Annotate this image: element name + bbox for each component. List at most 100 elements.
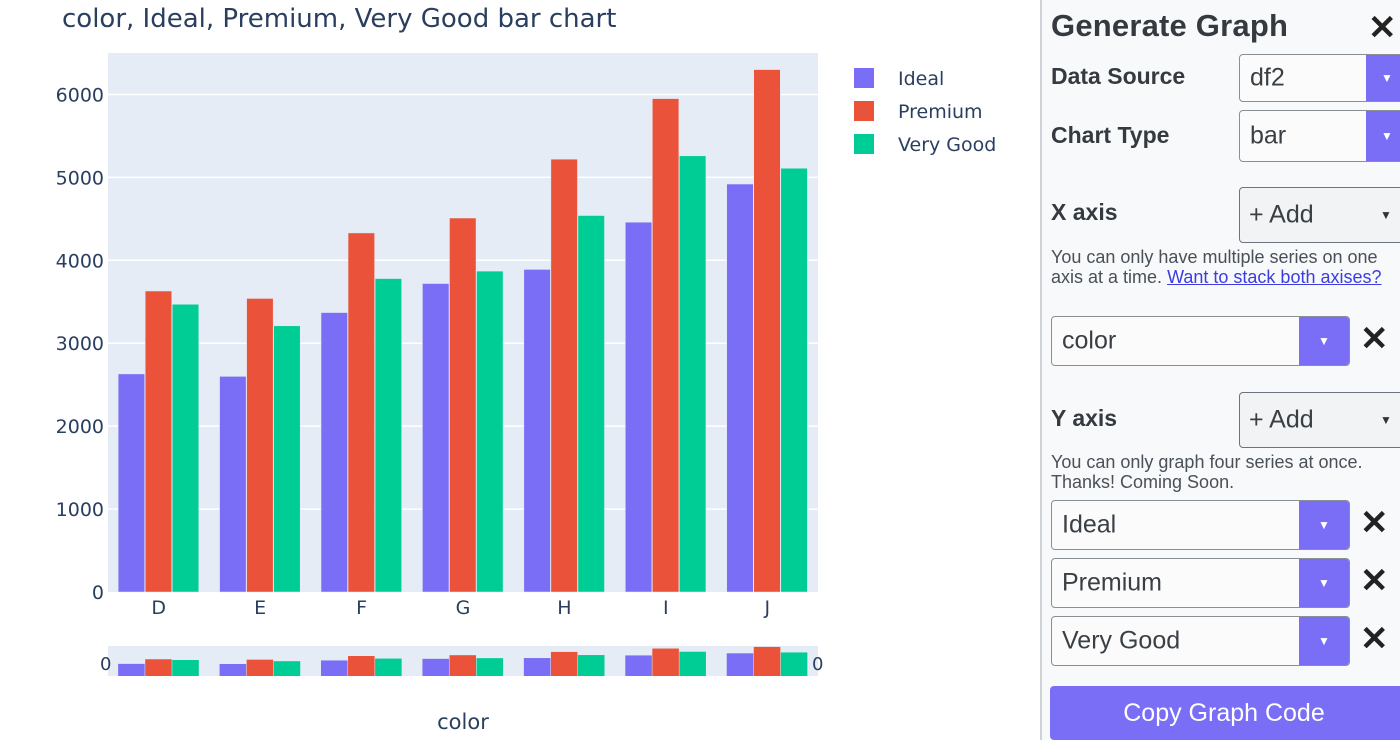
rangeslider-right-label: 0 xyxy=(812,654,823,675)
y-tick-label: 6000 xyxy=(56,84,104,106)
bar xyxy=(422,283,450,593)
legend-label: Premium xyxy=(898,101,983,123)
bar xyxy=(449,217,477,593)
remove-x-series-button[interactable]: ✕ xyxy=(1360,320,1389,358)
rangeslider-bar xyxy=(625,655,652,676)
close-icon[interactable]: ✕ xyxy=(1368,9,1397,47)
bar xyxy=(374,278,402,593)
bar xyxy=(577,215,605,593)
y-series-select-ideal[interactable]: Ideal ▼ xyxy=(1051,500,1350,550)
x-axis-label: X axis xyxy=(1051,199,1118,225)
bar xyxy=(753,69,781,593)
x-tick-label: H xyxy=(557,597,571,619)
y-tick-label: 5000 xyxy=(56,167,104,189)
bar xyxy=(219,376,247,593)
rangeslider-bar xyxy=(273,661,301,676)
x-axis-add-label: + Add xyxy=(1249,200,1314,229)
rangeslider-bar xyxy=(550,651,578,676)
chart-type-select[interactable]: bar ▼ xyxy=(1239,110,1400,162)
x-axis-add-button[interactable]: + Add ▼ xyxy=(1239,187,1400,243)
bar xyxy=(171,304,200,593)
chevron-down-icon[interactable]: ▼ xyxy=(1299,617,1349,665)
legend-swatch xyxy=(854,101,874,121)
rangeslider-left-label: 0 xyxy=(100,654,111,675)
data-source-select[interactable]: df2 ▼ xyxy=(1239,54,1400,102)
x-tick-label: E xyxy=(254,597,266,619)
remove-y-series-button[interactable]: ✕ xyxy=(1360,620,1389,658)
bar xyxy=(726,183,754,593)
y-tick-label: 2000 xyxy=(56,416,104,438)
y-series-value: Ideal xyxy=(1062,510,1117,539)
bar xyxy=(625,221,653,593)
rangeslider-bar xyxy=(476,658,504,676)
bar xyxy=(320,312,348,593)
panel-divider xyxy=(1040,0,1042,740)
rangeslider-bar xyxy=(679,651,706,676)
bar xyxy=(679,155,707,593)
rangeslider-bar xyxy=(652,648,679,676)
remove-y-series-button[interactable]: ✕ xyxy=(1360,562,1389,600)
rangeslider-bar xyxy=(172,659,199,676)
y-series-value: Very Good xyxy=(1062,626,1181,655)
rangeslider-bar xyxy=(523,658,551,676)
x-axis-title: color xyxy=(437,710,489,734)
y-axis-note: You can only graph four series at once. … xyxy=(1051,452,1363,492)
x-tick-label: D xyxy=(151,597,166,619)
bar xyxy=(246,298,274,593)
x-axis-note-text: You can only have multiple series on one… xyxy=(1051,247,1378,287)
copy-graph-code-button[interactable]: Copy Graph Code xyxy=(1050,686,1400,740)
remove-y-series-button[interactable]: ✕ xyxy=(1360,504,1389,542)
bar xyxy=(117,373,145,593)
rangeslider-bar xyxy=(726,653,754,676)
chevron-down-icon[interactable]: ▼ xyxy=(1366,55,1400,101)
y-tick-label: 0 xyxy=(92,582,104,604)
rangeslider-bar xyxy=(321,660,348,676)
rangeslider-bar xyxy=(375,658,402,676)
rangeslider-bar xyxy=(449,655,477,676)
rangeslider-bar xyxy=(145,659,172,676)
x-tick-label: J xyxy=(763,597,770,619)
y-series-value: Premium xyxy=(1062,568,1163,597)
rangeslider-bar xyxy=(753,646,781,676)
stack-axises-link[interactable]: Want to stack both axises? xyxy=(1167,267,1382,287)
x-tick-label: I xyxy=(663,597,669,619)
chevron-down-icon[interactable]: ▼ xyxy=(1299,559,1349,607)
y-tick-label: 4000 xyxy=(56,250,104,272)
y-series-select-premium[interactable]: Premium ▼ xyxy=(1051,558,1350,608)
legend-label: Ideal xyxy=(898,68,944,90)
bar xyxy=(144,290,172,593)
x-series-select[interactable]: color ▼ xyxy=(1051,316,1350,366)
bar xyxy=(273,325,301,593)
chart-title: color, Ideal, Premium, Very Good bar cha… xyxy=(62,4,616,34)
y-series-select-very-good[interactable]: Very Good ▼ xyxy=(1051,616,1350,666)
rangeslider-bar xyxy=(118,663,145,676)
chevron-down-icon[interactable]: ▼ xyxy=(1366,111,1400,161)
bar xyxy=(780,168,808,593)
chevron-down-icon: ▼ xyxy=(1380,413,1392,427)
bar xyxy=(476,270,504,593)
bar xyxy=(523,269,551,593)
chevron-down-icon[interactable]: ▼ xyxy=(1299,501,1349,549)
chevron-down-icon: ▼ xyxy=(1380,208,1392,222)
rangeslider-bar xyxy=(348,656,375,676)
chevron-down-icon[interactable]: ▼ xyxy=(1299,317,1349,365)
data-source-label: Data Source xyxy=(1051,63,1186,89)
bar xyxy=(550,158,578,593)
legend-swatch xyxy=(854,68,874,88)
legend-swatch xyxy=(854,134,874,154)
bar-chart: 0 1000 2000 3000 4000 5000 6000 D E F G H I J 0 0 color,… xyxy=(56,4,997,734)
rangeslider-bar xyxy=(422,658,449,676)
chart-type-label: Chart Type xyxy=(1051,122,1170,148)
legend-label: Very Good xyxy=(898,134,996,156)
y-axis-add-button[interactable]: + Add ▼ xyxy=(1239,392,1400,448)
panel-title: Generate Graph xyxy=(1051,8,1289,43)
rangeslider-bar xyxy=(577,655,605,676)
bar xyxy=(347,232,375,593)
x-tick-label: F xyxy=(356,597,367,619)
generate-graph-panel: Generate Graph ✕ Data Source df2 ▼ Chart… xyxy=(1042,0,1400,740)
chart-area: 0 1000 2000 3000 4000 5000 6000 D E F G H I J 0 0 color,… xyxy=(56,4,997,734)
y-tick-label: 3000 xyxy=(56,333,104,355)
x-series-value: color xyxy=(1062,326,1117,355)
rangeslider-bar xyxy=(219,664,247,676)
chart-type-value: bar xyxy=(1250,121,1287,150)
